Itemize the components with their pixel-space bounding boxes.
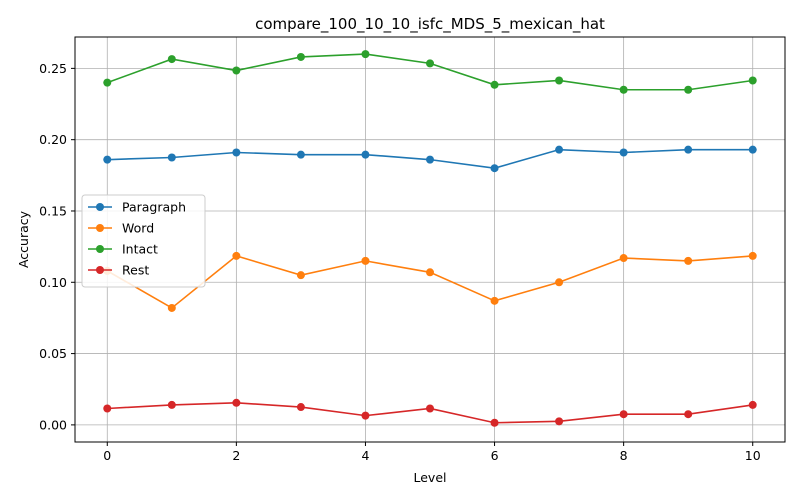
data-point-word — [361, 256, 370, 265]
data-point-paragraph — [619, 148, 628, 157]
legend-label: Rest — [122, 263, 149, 278]
legend-item-paragraph: Paragraph — [88, 200, 186, 215]
data-point-intact — [103, 78, 112, 87]
data-point-intact — [426, 59, 434, 68]
x-tick-label: 4 — [361, 448, 369, 463]
series-intact — [103, 50, 757, 94]
data-point-rest — [748, 400, 757, 409]
data-point-word — [426, 268, 434, 277]
data-point-rest — [296, 403, 305, 412]
data-point-rest — [232, 398, 241, 407]
legend-label: Paragraph — [122, 200, 186, 215]
legend-swatch-marker — [96, 266, 104, 274]
chart-title: compare_100_10_10_isfc_MDS_5_mexican_hat — [255, 15, 605, 34]
x-tick-label: 0 — [103, 448, 111, 463]
y-tick-label: 0.20 — [39, 132, 67, 147]
series-word — [103, 251, 757, 312]
data-point-intact — [748, 76, 757, 85]
data-point-paragraph — [426, 155, 434, 164]
data-point-rest — [361, 411, 370, 420]
data-point-word — [296, 271, 305, 280]
data-point-rest — [684, 410, 693, 419]
data-point-paragraph — [490, 164, 499, 173]
data-point-paragraph — [296, 150, 305, 159]
data-point-paragraph — [684, 145, 693, 154]
legend-swatch-marker — [96, 224, 104, 232]
y-tick-label: 0.05 — [39, 346, 67, 361]
data-point-paragraph — [555, 145, 564, 154]
data-point-intact — [684, 85, 693, 94]
data-point-intact — [232, 66, 241, 75]
series-layer — [103, 50, 757, 427]
legend-label: Intact — [122, 242, 158, 257]
y-tick-label: 0.00 — [39, 417, 67, 432]
data-point-rest — [555, 417, 564, 426]
data-point-paragraph — [748, 145, 757, 154]
data-point-word — [555, 278, 564, 287]
series-rest — [103, 398, 757, 427]
data-point-word — [684, 256, 693, 265]
data-point-intact — [296, 52, 305, 61]
legend-swatch-marker — [96, 203, 104, 211]
x-tick-label: 2 — [232, 448, 240, 463]
data-point-word — [232, 251, 241, 260]
data-point-paragraph — [361, 150, 370, 159]
data-point-word — [167, 303, 176, 312]
data-point-intact — [490, 80, 499, 89]
data-point-rest — [426, 404, 434, 413]
legend-swatch-marker — [96, 245, 104, 253]
data-point-paragraph — [232, 148, 241, 157]
y-axis-ticks: 0.00 0.05 0.10 0.15 0.20 0.25 — [39, 61, 75, 432]
legend-item-intact: Intact — [88, 242, 158, 257]
data-point-intact — [555, 76, 564, 85]
legend: Paragraph Word Intact Rest — [81, 194, 206, 288]
data-point-rest — [490, 418, 499, 427]
y-tick-label: 0.25 — [39, 61, 67, 76]
legend-box — [81, 194, 206, 288]
data-point-paragraph — [167, 153, 176, 162]
data-point-intact — [167, 55, 176, 64]
legend-label: Word — [122, 221, 154, 236]
series-paragraph — [103, 145, 757, 173]
data-point-intact — [619, 85, 628, 94]
data-point-word — [619, 254, 628, 263]
data-point-rest — [619, 410, 628, 419]
y-axis-label: Accuracy — [16, 210, 31, 268]
x-tick-label: 6 — [491, 448, 499, 463]
data-point-intact — [361, 50, 370, 59]
x-tick-label: 10 — [745, 448, 761, 463]
x-axis-ticks: 0 2 4 6 8 10 — [103, 442, 761, 463]
legend-item-rest: Rest — [88, 263, 149, 278]
plot-frame — [74, 36, 786, 443]
data-point-word — [748, 251, 757, 260]
data-point-word — [490, 296, 499, 305]
data-point-paragraph — [103, 155, 112, 164]
legend-item-word: Word — [88, 221, 154, 236]
data-point-rest — [167, 400, 176, 409]
data-point-rest — [103, 404, 112, 413]
x-tick-label: 8 — [620, 448, 628, 463]
y-tick-label: 0.15 — [39, 203, 67, 218]
y-tick-label: 0.10 — [39, 275, 67, 290]
x-axis-label: Level — [414, 470, 447, 485]
